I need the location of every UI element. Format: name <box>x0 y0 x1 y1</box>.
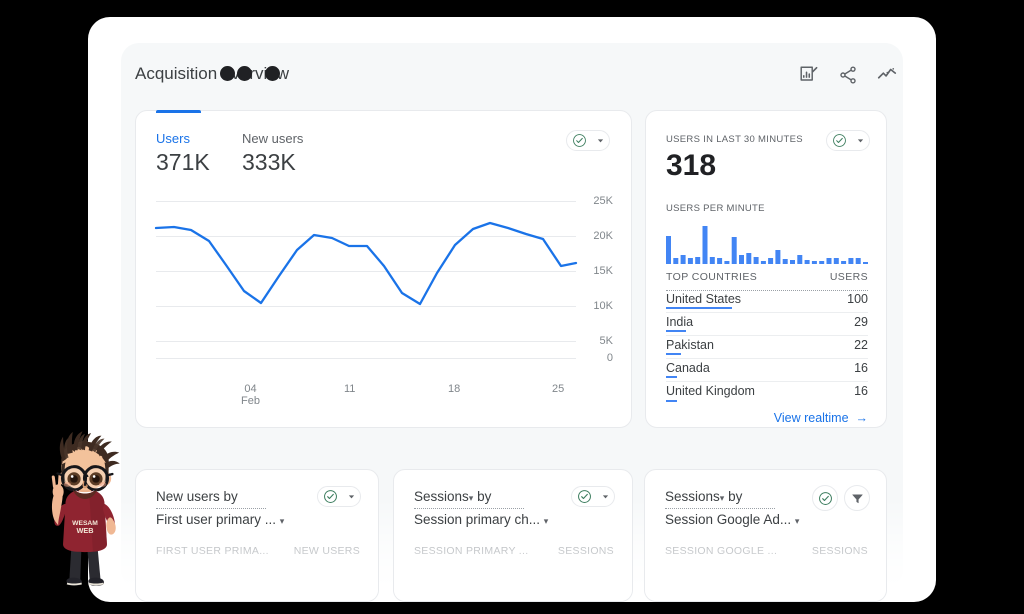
svg-text:WEB: WEB <box>76 526 93 535</box>
